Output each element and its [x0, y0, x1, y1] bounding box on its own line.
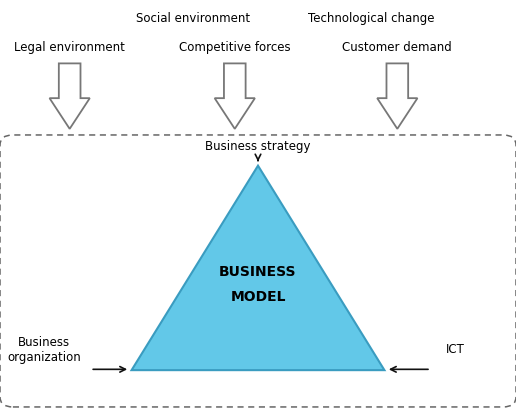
- Polygon shape: [377, 63, 417, 129]
- Text: Business strategy: Business strategy: [205, 140, 311, 153]
- Text: MODEL: MODEL: [230, 290, 286, 303]
- Text: Customer demand: Customer demand: [343, 40, 452, 54]
- Polygon shape: [215, 63, 255, 129]
- Text: BUSINESS: BUSINESS: [219, 265, 297, 279]
- Polygon shape: [50, 63, 90, 129]
- Text: Competitive forces: Competitive forces: [179, 40, 291, 54]
- Polygon shape: [132, 166, 384, 370]
- Text: Technological change: Technological change: [308, 12, 435, 25]
- Text: Social environment: Social environment: [136, 12, 251, 25]
- FancyBboxPatch shape: [0, 135, 516, 407]
- Text: ICT: ICT: [446, 343, 465, 356]
- Text: Legal environment: Legal environment: [14, 40, 125, 54]
- Text: Business
organization: Business organization: [7, 336, 80, 364]
